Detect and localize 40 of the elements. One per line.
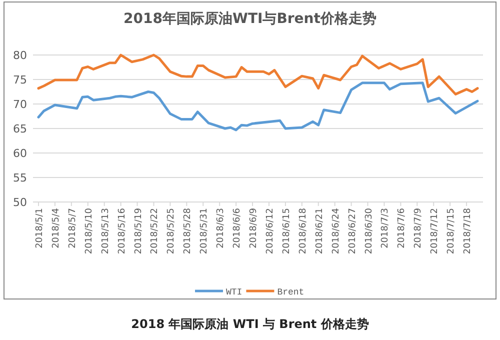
y-tick-label: 50 bbox=[13, 196, 27, 209]
chart-title: 2018年国际原油WTI与Brent价格走势 bbox=[124, 11, 376, 27]
legend-label: WTI bbox=[226, 288, 242, 298]
y-tick-label: 60 bbox=[13, 147, 27, 160]
legend-label: Brent bbox=[277, 288, 304, 298]
x-tick-label: 2018/6/9 bbox=[249, 208, 260, 248]
y-tick-label: 65 bbox=[13, 122, 27, 136]
x-tick-label: 2018/7/3 bbox=[380, 208, 391, 248]
x-tick-label: 2018/7/15 bbox=[446, 208, 457, 254]
text: 2018 年国际原油 WTI 与 Brent 价格走势 bbox=[131, 317, 369, 331]
x-tick-label: 2018/5/1 bbox=[34, 208, 45, 248]
x-tick-label: 2018/5/13 bbox=[100, 208, 111, 254]
line-series bbox=[37, 82, 479, 132]
x-tick-label: 2018/5/25 bbox=[166, 208, 177, 254]
y-tick-label: 80 bbox=[13, 49, 27, 62]
y-tick-label: 55 bbox=[13, 172, 27, 184]
y-tick-label: 75 bbox=[13, 74, 27, 86]
x-tick-label: 2018/5/19 bbox=[134, 208, 144, 254]
y-tick-label: 70 bbox=[13, 98, 27, 111]
x-tick-label: 2018/7/18 bbox=[463, 208, 474, 254]
x-tick-label: 2018/7/9 bbox=[414, 208, 424, 248]
x-tick-label: 2018/7/6 bbox=[397, 208, 408, 248]
x-tick-label: 2018/6/6 bbox=[232, 208, 243, 248]
x-tick-label: 2018/6/27 bbox=[348, 208, 358, 254]
x-tick-label: 2018/6/18 bbox=[298, 208, 308, 254]
x-tick-label: 2018/6/12 bbox=[265, 208, 276, 254]
x-tick-label: 2018/5/22 bbox=[150, 208, 160, 254]
x-tick-label: 2018/5/16 bbox=[117, 208, 128, 254]
x-tick-label: 2018/7/12 bbox=[430, 208, 440, 254]
x-tick-label: 2018/5/28 bbox=[183, 208, 194, 254]
x-tick-label: 2018/5/31 bbox=[200, 208, 210, 254]
x-tick-label: 2018/5/10 bbox=[84, 208, 94, 254]
x-tick-label: 2018/5/4 bbox=[51, 208, 62, 248]
x-tick-label: 2018/6/30 bbox=[364, 208, 374, 254]
x-tick-label: 2018/6/21 bbox=[314, 208, 325, 254]
x-tick-label: 2018/6/3 bbox=[216, 208, 226, 248]
line-series bbox=[37, 54, 479, 96]
x-tick-label: 2018/6/24 bbox=[331, 208, 342, 254]
x-tick-label: 2018/5/7 bbox=[68, 208, 78, 248]
x-tick-label: 2018/6/15 bbox=[282, 208, 292, 254]
